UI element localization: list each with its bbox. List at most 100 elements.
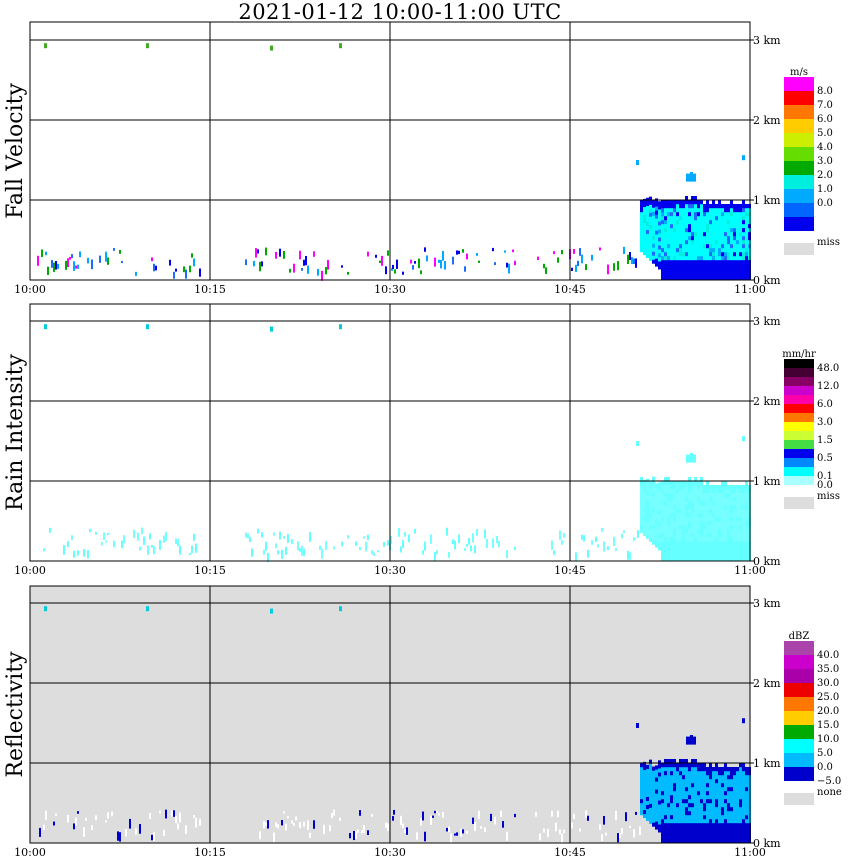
echo-cell [673,252,676,257]
echo-cell [727,807,730,812]
echo-cell [688,272,691,277]
echo-cell [646,764,649,769]
echo-cell [649,811,652,816]
echo-cell [691,497,694,502]
echo-cell [679,803,682,808]
echo-cell [712,485,715,490]
echo-cell [667,537,670,542]
echo-cell [667,799,670,804]
echo-cell [649,236,652,241]
echo-cell [715,244,718,249]
echo-cell [649,815,652,820]
echo-cell [71,254,73,259]
echo-cell [724,529,727,534]
colorbar-swatch [784,725,814,739]
echo-cell [721,212,724,217]
echo-cell [724,819,727,824]
echo-cell [718,276,721,281]
echo-cell [700,228,703,233]
echo-cell [733,220,736,225]
echo-cell [733,485,736,490]
echo-cell [682,489,685,494]
echo-cell [655,491,658,496]
echo-cell [715,549,718,554]
echo-cell [700,803,703,808]
echo-cell [655,531,658,536]
echo-cell [709,248,712,253]
echo-cell [682,497,685,502]
echo-cell [745,505,748,510]
echo-cell [385,822,387,828]
echo-cell [603,541,605,552]
echo-cell [640,232,643,237]
echo-cell [105,540,107,543]
echo-cell [73,823,75,830]
echo-cell [727,815,730,820]
echo-cell [652,496,655,501]
echo-cell [736,823,739,828]
echo-cell [676,208,679,213]
echo-cell [691,196,694,201]
echo-cell [688,260,691,265]
echo-cell [742,791,745,796]
echo-cell [721,775,724,780]
echo-cell [646,804,649,809]
echo-cell [83,549,85,557]
echo-cell [685,835,688,840]
echo-cell [745,521,748,526]
echo-cell [712,779,715,784]
echo-cell [673,545,676,550]
echo-cell [679,819,682,824]
echo-cell [670,803,673,808]
echo-cell [670,489,673,494]
echo-cell [679,252,682,257]
echo-cell [703,256,706,261]
colorbar-label: −5.0 [817,776,841,787]
echo-cell [700,493,703,498]
echo-cell [667,256,670,261]
echo-cell [691,819,694,824]
echo-cell [727,236,730,241]
echo-cell [607,546,609,550]
echo-cell [739,767,742,772]
echo-cell [664,533,667,538]
echo-cell [396,259,398,269]
echo-cell [667,553,670,558]
echo-cell [559,829,561,835]
echo-cell [706,513,709,518]
echo-cell [724,791,727,796]
echo-cell [454,833,456,836]
echo-cell [664,537,667,542]
echo-cell [673,827,676,832]
echo-cell [670,553,673,558]
echo-cell [667,823,670,828]
echo-cell [736,236,739,241]
echo-cell [661,224,664,229]
echo-cell [685,827,688,832]
echo-cell [682,240,685,245]
echo-cell [474,545,476,554]
echo-cell [667,759,670,764]
echo-cell [664,204,667,209]
echo-cell [712,232,715,237]
echo-cell [87,257,89,264]
echo-cell [709,240,712,245]
echo-cell [700,823,703,828]
echo-cell [736,545,739,550]
echo-cell [724,823,727,828]
echo-cell [736,819,739,824]
echo-cell [691,763,694,768]
echo-cell [646,796,649,801]
echo-cell [670,541,673,546]
echo-cell [745,232,748,237]
echo-cell [718,823,721,828]
echo-cell [646,201,649,206]
echo-cell [673,216,676,221]
echo-cell [664,799,667,804]
echo-cell [745,220,748,225]
colorbar-label: 1.0 [817,184,833,195]
echo-cell [718,497,721,502]
echo-cell [494,262,496,266]
echo-cell [676,252,679,257]
echo-cell [676,815,679,820]
